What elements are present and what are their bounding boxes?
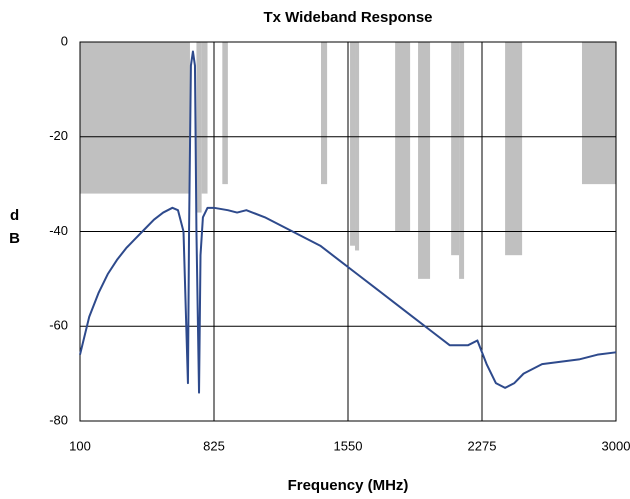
- mask-region: [505, 42, 523, 256]
- mask-region: [321, 42, 328, 185]
- mask-region: [418, 42, 431, 279]
- mask-region: [222, 42, 228, 185]
- response-line: [79, 50, 617, 394]
- x-tick-label: 1550: [334, 438, 363, 453]
- plot-border: [79, 41, 617, 422]
- x-tick-label: 825: [203, 438, 225, 453]
- mask-region: [80, 42, 190, 194]
- mask-region: [355, 42, 360, 251]
- x-tick-label: 2275: [468, 438, 497, 453]
- mask-region: [201, 42, 208, 194]
- x-tick-label: 3000: [602, 438, 630, 453]
- x-axis-label: Frequency (MHz): [288, 477, 409, 494]
- mask-region: [196, 42, 202, 213]
- y-tick-label: -20: [49, 128, 68, 143]
- mask-region: [350, 42, 356, 246]
- x-tick-label: 100: [69, 438, 91, 453]
- y-tick-label: -60: [49, 318, 68, 333]
- chart-title: Tx Wideband Response: [263, 9, 432, 26]
- y-tick-label: -80: [49, 412, 68, 427]
- mask-region: [581, 42, 616, 185]
- y-tick-label: -40: [49, 223, 68, 238]
- y-tick-label: 0: [61, 33, 68, 48]
- mask-region: [451, 42, 460, 256]
- mask-region: [459, 42, 465, 279]
- y-axis-label: dB: [6, 207, 23, 253]
